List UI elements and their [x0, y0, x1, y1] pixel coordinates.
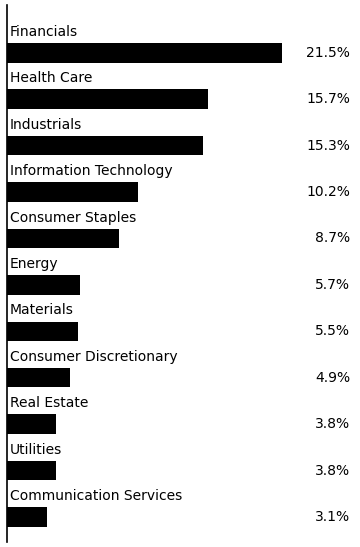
Text: Utilities: Utilities — [10, 443, 62, 457]
Bar — [7, 229, 118, 248]
Text: Consumer Discretionary: Consumer Discretionary — [10, 350, 177, 364]
Text: 3.1%: 3.1% — [315, 510, 350, 524]
Bar — [7, 275, 80, 295]
Text: 5.5%: 5.5% — [315, 324, 350, 338]
Text: Energy: Energy — [10, 257, 58, 271]
Text: Industrials: Industrials — [10, 118, 82, 132]
Text: 3.8%: 3.8% — [315, 417, 350, 431]
Text: Communication Services: Communication Services — [10, 489, 182, 503]
Bar — [7, 461, 56, 480]
Text: Information Technology: Information Technology — [10, 164, 172, 178]
Bar — [7, 136, 203, 155]
Bar — [7, 90, 208, 109]
Text: 3.8%: 3.8% — [315, 463, 350, 478]
Bar — [7, 368, 70, 387]
Text: 4.9%: 4.9% — [315, 371, 350, 385]
Bar — [7, 43, 282, 62]
Text: Consumer Staples: Consumer Staples — [10, 211, 136, 224]
Text: Financials: Financials — [10, 25, 78, 39]
Bar — [7, 182, 138, 202]
Text: Health Care: Health Care — [10, 71, 92, 85]
Text: Real Estate: Real Estate — [10, 396, 88, 410]
Text: 8.7%: 8.7% — [315, 231, 350, 246]
Bar — [7, 322, 78, 341]
Text: 5.7%: 5.7% — [315, 278, 350, 292]
Bar — [7, 415, 56, 434]
Text: 10.2%: 10.2% — [306, 185, 350, 199]
Bar — [7, 507, 47, 527]
Text: 15.3%: 15.3% — [306, 138, 350, 153]
Text: 15.7%: 15.7% — [306, 92, 350, 106]
Text: Materials: Materials — [10, 304, 74, 317]
Text: 21.5%: 21.5% — [306, 46, 350, 60]
